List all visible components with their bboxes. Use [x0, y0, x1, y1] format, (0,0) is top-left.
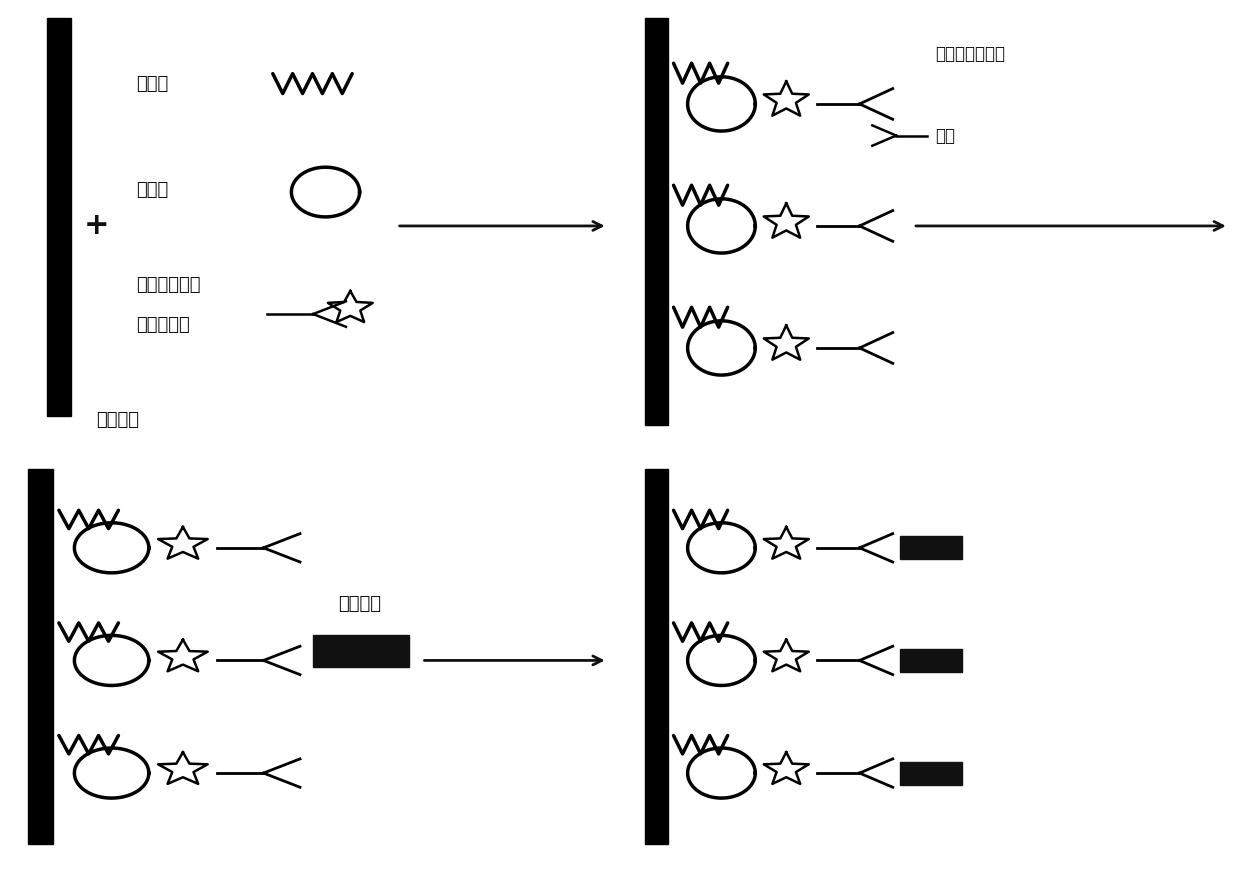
Bar: [899, 536, 961, 560]
Bar: [47, 18, 72, 415]
Text: 结核杆菌: 结核杆菌: [339, 595, 381, 614]
Bar: [645, 18, 668, 425]
Text: +: +: [83, 211, 109, 241]
Text: 纳米金: 纳米金: [136, 181, 169, 199]
Text: 结核杆菌单克隆: 结核杆菌单克隆: [936, 45, 1006, 63]
Text: 碱性磷酸酶标: 碱性磷酸酶标: [136, 275, 201, 294]
Bar: [645, 468, 668, 844]
Text: 壳聚糖: 壳聚糖: [136, 75, 169, 93]
Text: 抗体: 抗体: [936, 127, 956, 144]
Text: 玻碳电极: 玻碳电极: [97, 411, 139, 429]
Bar: [899, 649, 961, 672]
Bar: [899, 761, 961, 785]
Text: 记的羊抗鼠: 记的羊抗鼠: [136, 316, 190, 335]
Bar: [29, 468, 52, 844]
Bar: [312, 635, 409, 667]
